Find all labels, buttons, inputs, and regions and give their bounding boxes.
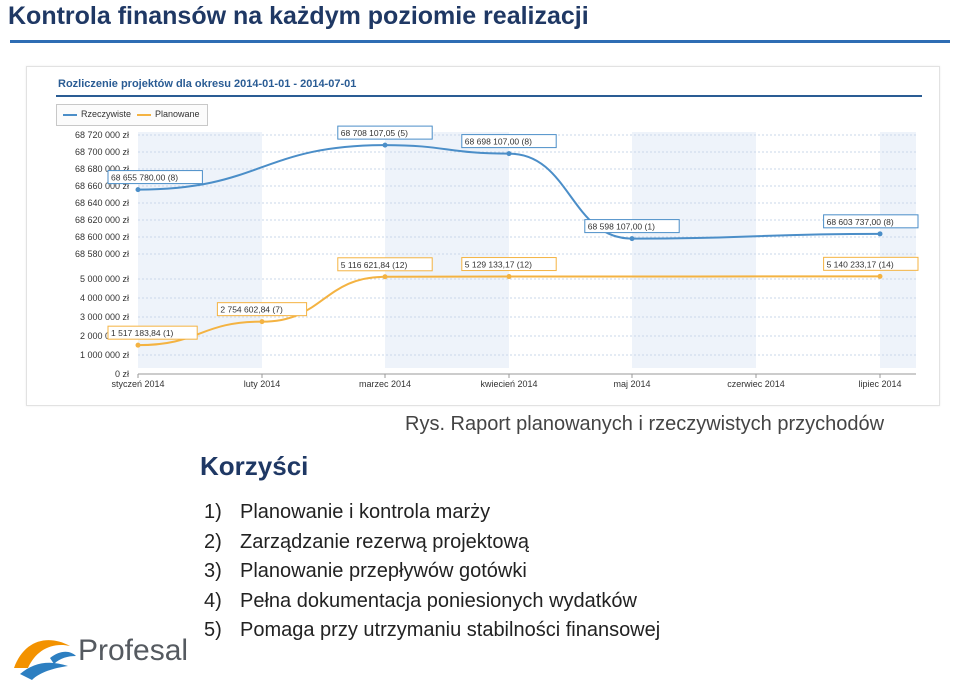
benefits-title: Korzyści (200, 451, 309, 481)
data-label: 68 598 107,00 (1) (588, 222, 655, 232)
x-tick-label: kwiecień 2014 (480, 379, 537, 389)
title-divider (10, 40, 950, 43)
data-point (877, 273, 883, 279)
data-label: 5 129 133,17 (12) (465, 260, 532, 270)
data-label-box (107, 325, 198, 340)
data-label-box (584, 219, 680, 234)
data-label-box (823, 256, 919, 271)
y-tick-label: 68 580 000 zł (75, 249, 129, 259)
slide-title: Kontrola finansów na każdym poziomie rea… (8, 2, 589, 30)
data-label-box (216, 302, 308, 317)
data-point (877, 231, 883, 237)
benefit-number: 4) (204, 589, 222, 612)
benefit-text: Planowanie i kontrola marży (240, 501, 491, 523)
y-tick-label: 2 000 000 zł (80, 331, 129, 341)
data-point (259, 319, 265, 325)
legend-item-planned: Planowane (137, 109, 200, 119)
profesal-logo-icon (14, 640, 76, 680)
benefit-item: 1) Planowanie i kontrola marży (204, 498, 720, 528)
data-label: 68 603 737,00 (8) (827, 217, 894, 227)
data-point (382, 142, 388, 148)
data-label-box (337, 125, 433, 140)
y-tick-label: 5 000 000 zł (80, 274, 129, 284)
benefit-text: Pełna dokumentacja poniesionych wydatków (240, 589, 637, 612)
data-label-box (823, 214, 919, 229)
data-label: 68 698 107,00 (8) (465, 137, 532, 147)
x-tick-label: styczeń 2014 (111, 379, 164, 389)
data-label: 2 754 602,84 (7) (220, 305, 283, 315)
y-tick-label: 3 000 000 zł (80, 312, 129, 322)
legend-swatch-actual (63, 113, 77, 116)
x-tick-label: czerwiec 2014 (727, 379, 785, 389)
data-label: 5 140 233,17 (14) (827, 259, 894, 269)
plot-band (385, 132, 509, 368)
y-tick-label: 4 000 000 zł (80, 293, 129, 303)
data-point (135, 342, 141, 348)
benefit-text: Planowanie przepływów gotówki (240, 560, 527, 582)
benefit-text: Pomaga przy utrzymaniu stabilności finan… (240, 619, 661, 641)
x-tick-label: lipiec 2014 (858, 379, 901, 389)
data-label: 68 655 780,00 (8) (111, 173, 178, 183)
legend-item-actual: Rzeczywiste (63, 109, 131, 119)
x-tick-label: marzec 2014 (359, 379, 411, 389)
benefit-item: 5) Pomaga przy utrzymaniu stabilności fin… (204, 616, 720, 646)
benefit-item: 2) Zarządzanie rezerwą projektową (204, 528, 720, 558)
figure-caption: Rys. Raport planowanych i rzeczywistych … (405, 413, 885, 435)
data-point (382, 274, 388, 280)
plot-band (632, 132, 756, 368)
benefit-item: 4) Pełna dokumentacja poniesionych wydatk… (204, 587, 720, 617)
data-label-box (107, 170, 203, 185)
chart-title: Rozliczenie projektów dla okresu 2014-01… (58, 78, 357, 90)
benefit-number: 5) (204, 619, 222, 641)
y-tick-label: 1 000 000 zł (80, 350, 129, 360)
benefit-number: 2) (204, 530, 222, 553)
benefit-item: 3) Planowanie przepływów gotówki (204, 557, 720, 587)
legend-swatch-planned (137, 113, 151, 116)
data-point (506, 274, 512, 280)
y-tick-label: 68 720 000 zł (75, 130, 129, 140)
x-tick-label: maj 2014 (613, 379, 650, 389)
chart-legend: Rzeczywiste Planowane (56, 104, 208, 126)
benefit-number: 3) (204, 560, 222, 582)
data-point (135, 187, 141, 193)
y-tick-label: 68 600 000 zł (75, 232, 129, 242)
legend-label-planned: Planowane (155, 109, 200, 119)
data-label-box (461, 257, 557, 272)
data-label: 68 708 107,05 (5) (341, 128, 408, 138)
data-label-box (337, 257, 433, 272)
data-label: 5 116 621,84 (12) (341, 260, 408, 270)
series-line-planned (137, 275, 881, 347)
y-tick-label: 68 640 000 zł (75, 198, 129, 208)
benefits-list: 1) Planowanie i kontrola marży 2) Zarządza… (204, 498, 720, 646)
data-label: 1 517 183,84 (1) (111, 328, 174, 338)
data-point (506, 151, 512, 157)
x-tick-label: luty 2014 (244, 379, 281, 389)
y-tick-label: 0 zł (115, 369, 129, 379)
benefit-number: 1) (204, 501, 222, 523)
data-point (629, 236, 635, 242)
plot-band (880, 132, 916, 368)
y-tick-label: 68 660 000 zł (75, 181, 129, 191)
chart-title-divider (56, 95, 922, 97)
logo-text: Profesal (78, 634, 189, 667)
y-tick-label: 68 620 000 zł (75, 215, 129, 225)
legend-label-actual: Rzeczywiste (81, 109, 132, 119)
y-tick-label: 68 680 000 zł (75, 164, 129, 174)
data-label-box (461, 134, 557, 149)
benefit-text: Zarządzanie rezerwą projektową (240, 530, 530, 553)
y-tick-label: 68 700 000 zł (75, 147, 129, 157)
